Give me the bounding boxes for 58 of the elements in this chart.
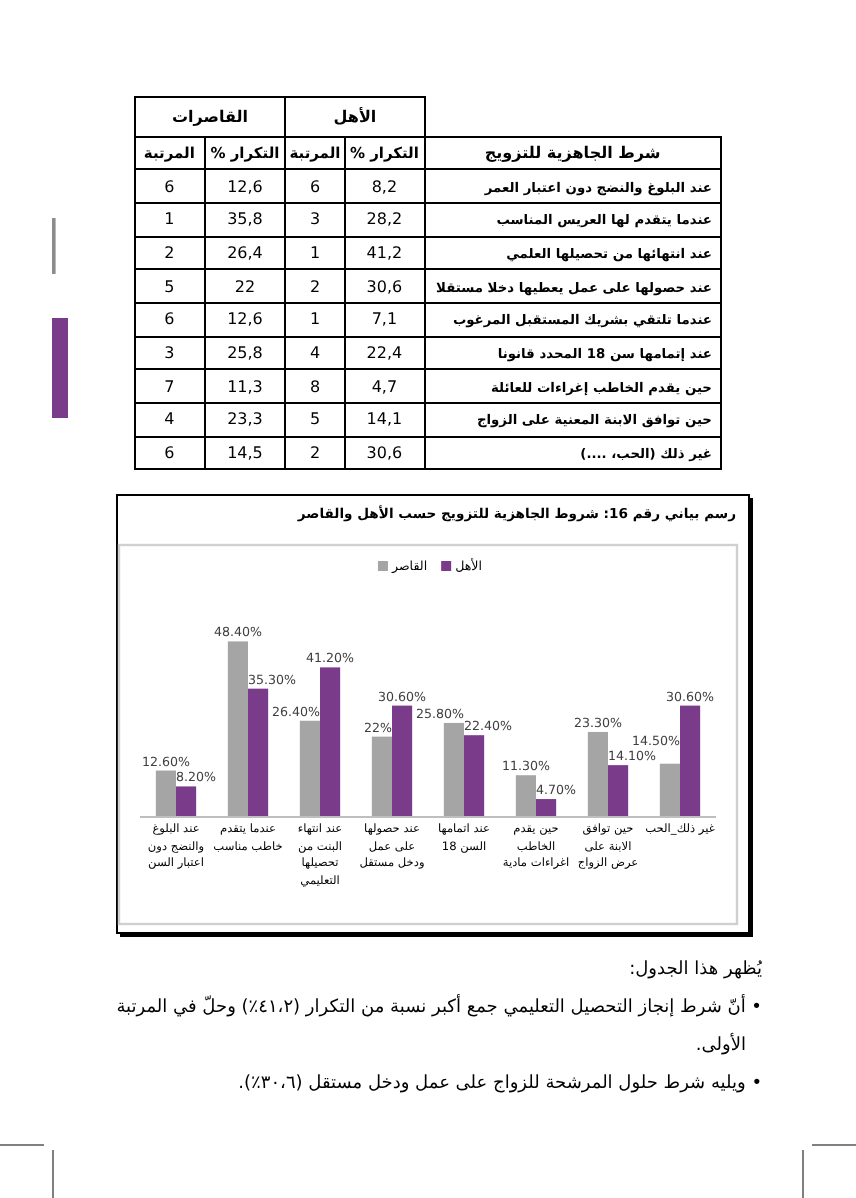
- data-label: 26,4: [204, 236, 286, 270]
- bar: [587, 731, 608, 816]
- bar: [515, 775, 536, 816]
- data-label: 7: [134, 369, 205, 403]
- data-label: 8,2: [344, 169, 425, 203]
- data-label: 4: [134, 402, 205, 437]
- data-label: 12,6: [204, 302, 286, 337]
- bar: [227, 641, 248, 816]
- data-label: 1: [285, 236, 345, 270]
- bar: [680, 705, 701, 816]
- column-group-header: القاصرات: [134, 97, 286, 138]
- data-label: 4,7: [344, 369, 425, 403]
- data-label: 41,2: [344, 236, 425, 270]
- bar: [536, 799, 557, 816]
- text: يُظهر هذا الجدول:: [627, 957, 762, 983]
- text: • ويليه شرط حلول المرشحة للزواج على عمل ودخل مستقل (٣٠،٦٪).: [236, 1071, 762, 1097]
- data-label: 4: [285, 336, 345, 370]
- data-label: 3: [134, 336, 205, 370]
- data-label: 5: [285, 402, 345, 437]
- bar: [248, 688, 269, 816]
- column-group-header: الأهل: [285, 97, 425, 138]
- bar: [464, 735, 485, 816]
- data-label: 3: [285, 202, 345, 237]
- data-label: 2: [134, 236, 205, 270]
- data-label: 22: [204, 269, 286, 303]
- bar: [320, 667, 341, 816]
- data-label: 14,5: [204, 436, 286, 470]
- column-header: شرط الجاهزية للتزويج: [424, 137, 721, 170]
- bar: [176, 786, 197, 816]
- data-label: 14,1: [344, 402, 425, 437]
- text: • أنّ شرط إنجاز التحصيل التعليمي جمع أكبر نسبة من التكرار (٤١،٢٪) وحلّ في المرتبة الأولى.: [114, 992, 762, 1059]
- data-label: 6: [285, 169, 345, 203]
- bar: [443, 722, 464, 816]
- bar: [155, 770, 176, 816]
- data-label: 6: [134, 302, 205, 337]
- data-label: 11,3: [204, 369, 286, 403]
- data-label: 28,2: [344, 202, 425, 237]
- data-label: 7,1: [344, 302, 425, 337]
- bar: [608, 765, 629, 816]
- data-label: 8: [285, 369, 345, 403]
- bar: [392, 705, 413, 816]
- data-label: 12,6: [204, 169, 286, 203]
- data-label: 30,6: [344, 436, 425, 470]
- bar: [299, 720, 320, 816]
- data-label: 25,8: [204, 336, 286, 370]
- data-label: 1: [134, 202, 205, 237]
- data-label: 2: [285, 269, 345, 303]
- data-label: 1: [285, 302, 345, 337]
- data-label: 5: [134, 269, 205, 303]
- data-label: 6: [134, 436, 205, 470]
- data-label: 35,8: [204, 202, 286, 237]
- bar: [371, 736, 392, 816]
- data-label: 30,6: [344, 269, 425, 303]
- data-label: 22,4: [344, 336, 425, 370]
- data-label: 23,3: [204, 402, 286, 437]
- data-label: 2: [285, 436, 345, 470]
- bar: [659, 763, 680, 816]
- data-label: 6: [134, 169, 205, 203]
